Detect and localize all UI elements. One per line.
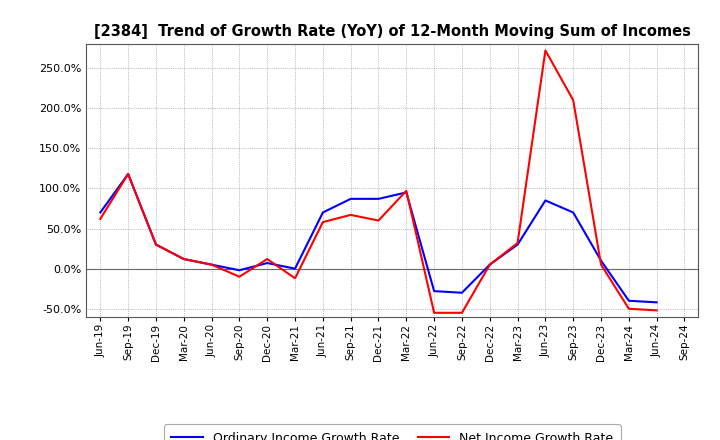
Ordinary Income Growth Rate [374, 196, 383, 202]
Net Income Growth Rate [291, 275, 300, 281]
Net Income Growth Rate [346, 212, 355, 217]
Ordinary Income Growth Rate [430, 289, 438, 294]
Net Income Growth Rate [124, 171, 132, 176]
Net Income Growth Rate [207, 262, 216, 267]
Net Income Growth Rate [430, 310, 438, 315]
Title: [2384]  Trend of Growth Rate (YoY) of 12-Month Moving Sum of Incomes: [2384] Trend of Growth Rate (YoY) of 12-… [94, 24, 690, 39]
Net Income Growth Rate [485, 262, 494, 267]
Net Income Growth Rate [402, 188, 410, 194]
Ordinary Income Growth Rate [597, 258, 606, 263]
Ordinary Income Growth Rate [346, 196, 355, 202]
Ordinary Income Growth Rate [235, 268, 243, 273]
Net Income Growth Rate [597, 262, 606, 267]
Net Income Growth Rate [458, 310, 467, 315]
Ordinary Income Growth Rate [513, 242, 522, 247]
Net Income Growth Rate [374, 218, 383, 223]
Net Income Growth Rate [152, 242, 161, 247]
Ordinary Income Growth Rate [652, 300, 661, 305]
Line: Ordinary Income Growth Rate: Ordinary Income Growth Rate [100, 174, 657, 302]
Ordinary Income Growth Rate [541, 198, 550, 203]
Net Income Growth Rate [652, 308, 661, 313]
Ordinary Income Growth Rate [318, 210, 327, 215]
Net Income Growth Rate [513, 240, 522, 246]
Net Income Growth Rate [96, 216, 104, 222]
Ordinary Income Growth Rate [458, 290, 467, 295]
Ordinary Income Growth Rate [207, 262, 216, 267]
Net Income Growth Rate [624, 306, 633, 312]
Net Income Growth Rate [569, 98, 577, 103]
Ordinary Income Growth Rate [624, 298, 633, 304]
Legend: Ordinary Income Growth Rate, Net Income Growth Rate: Ordinary Income Growth Rate, Net Income … [164, 425, 621, 440]
Ordinary Income Growth Rate [96, 210, 104, 215]
Ordinary Income Growth Rate [124, 171, 132, 176]
Ordinary Income Growth Rate [263, 260, 271, 266]
Net Income Growth Rate [541, 48, 550, 53]
Net Income Growth Rate [179, 257, 188, 262]
Ordinary Income Growth Rate [291, 266, 300, 271]
Ordinary Income Growth Rate [402, 190, 410, 195]
Net Income Growth Rate [235, 274, 243, 279]
Net Income Growth Rate [263, 257, 271, 262]
Ordinary Income Growth Rate [569, 210, 577, 215]
Ordinary Income Growth Rate [485, 262, 494, 267]
Line: Net Income Growth Rate: Net Income Growth Rate [100, 51, 657, 313]
Net Income Growth Rate [318, 220, 327, 225]
Ordinary Income Growth Rate [152, 242, 161, 247]
Ordinary Income Growth Rate [179, 257, 188, 262]
